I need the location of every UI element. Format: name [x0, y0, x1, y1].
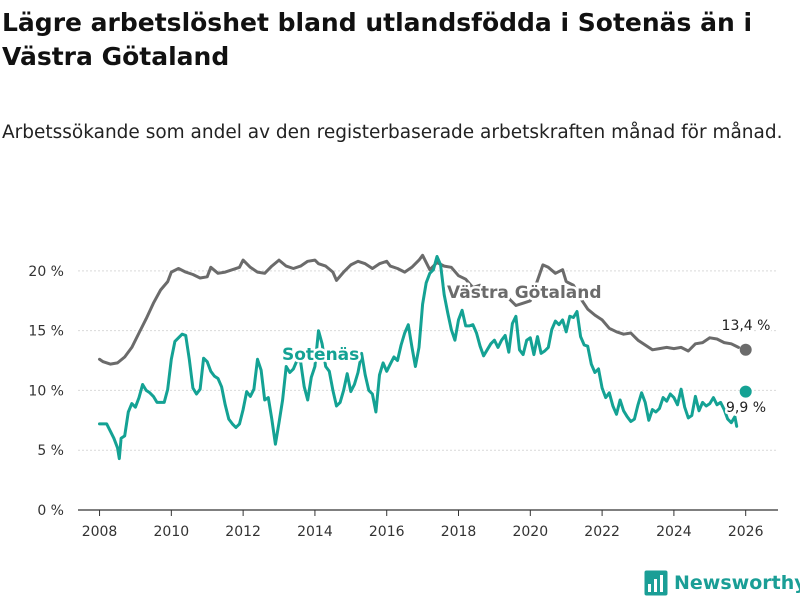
- x-tick-label: 2016: [369, 524, 405, 540]
- x-tick-label: 2026: [728, 524, 764, 540]
- x-tick-label: 2018: [441, 524, 477, 540]
- brand-name: Newsworthy: [674, 572, 800, 594]
- x-tick-label: 2014: [297, 524, 333, 540]
- chart-subtitle: Arbetssökande som andel av den registerb…: [2, 122, 783, 143]
- end-label-vastra-gotaland: 13,4 %: [722, 318, 771, 334]
- series-label-vastra-gotaland: Västra Götaland: [447, 283, 602, 303]
- newsworthy-logo-icon: [644, 570, 668, 596]
- series: [98, 253, 752, 461]
- x-tick-label: 2010: [154, 524, 190, 540]
- series-line-västra-götaland: [98, 253, 740, 366]
- y-tick-label: 0 %: [37, 503, 64, 519]
- gridlines: [78, 270, 778, 451]
- x-tick-label: 2008: [82, 524, 118, 540]
- series-label-sotenas: Sotenäs: [282, 345, 359, 365]
- brand-logo: Newsworthy: [644, 568, 800, 598]
- end-label-sotenas: 9,9 %: [726, 400, 766, 416]
- series-line-sotenäs: [98, 255, 739, 461]
- y-tick-label: 10 %: [28, 383, 64, 399]
- x-tick-label: 2024: [656, 524, 692, 540]
- x-tick-label: 2022: [584, 524, 620, 540]
- y-tick-label: 20 %: [28, 264, 64, 280]
- y-tick-label: 5 %: [37, 443, 64, 459]
- chart-title: Lägre arbetslöshet bland utlandsfödda i …: [2, 8, 753, 71]
- x-tick-label: 2012: [225, 524, 261, 540]
- labels: Västra Götaland Sotenäs 13,4 % 9,9 %: [280, 281, 773, 419]
- x-tick-label: 2020: [512, 524, 548, 540]
- end-point-sotenäs: [739, 385, 752, 398]
- axes: 0 % 5 % 10 % 15 % 20 % 2008 2010 2012 2014 2016 20…: [28, 264, 778, 540]
- y-tick-label: 15 %: [28, 324, 64, 340]
- end-point-västra-götaland: [739, 343, 752, 356]
